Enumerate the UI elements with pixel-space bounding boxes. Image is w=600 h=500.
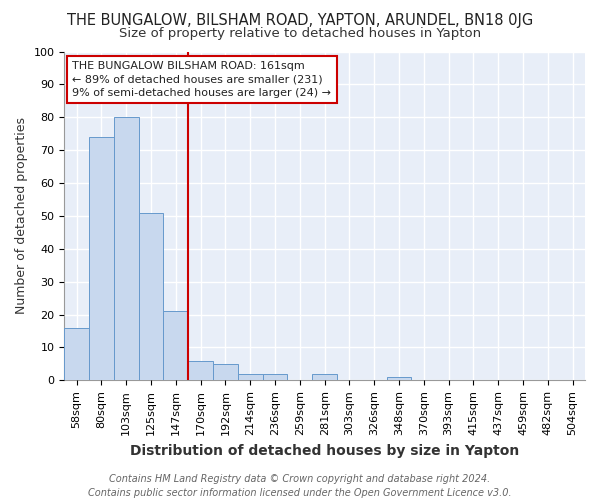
Y-axis label: Number of detached properties: Number of detached properties [15,118,28,314]
Text: Contains HM Land Registry data © Crown copyright and database right 2024.
Contai: Contains HM Land Registry data © Crown c… [88,474,512,498]
Bar [263,374,287,380]
Text: Size of property relative to detached houses in Yapton: Size of property relative to detached ho… [119,28,481,40]
Text: THE BUNGALOW, BILSHAM ROAD, YAPTON, ARUNDEL, BN18 0JG: THE BUNGALOW, BILSHAM ROAD, YAPTON, ARUN… [67,12,533,28]
Bar [312,374,337,380]
Bar [163,312,188,380]
Bar [386,377,412,380]
Bar [89,137,114,380]
Bar [188,360,213,380]
Bar [114,118,139,380]
Text: THE BUNGALOW BILSHAM ROAD: 161sqm
← 89% of detached houses are smaller (231)
9% : THE BUNGALOW BILSHAM ROAD: 161sqm ← 89% … [72,62,331,98]
Bar [213,364,238,380]
X-axis label: Distribution of detached houses by size in Yapton: Distribution of detached houses by size … [130,444,519,458]
Bar [238,374,263,380]
Bar [64,328,89,380]
Bar [139,212,163,380]
